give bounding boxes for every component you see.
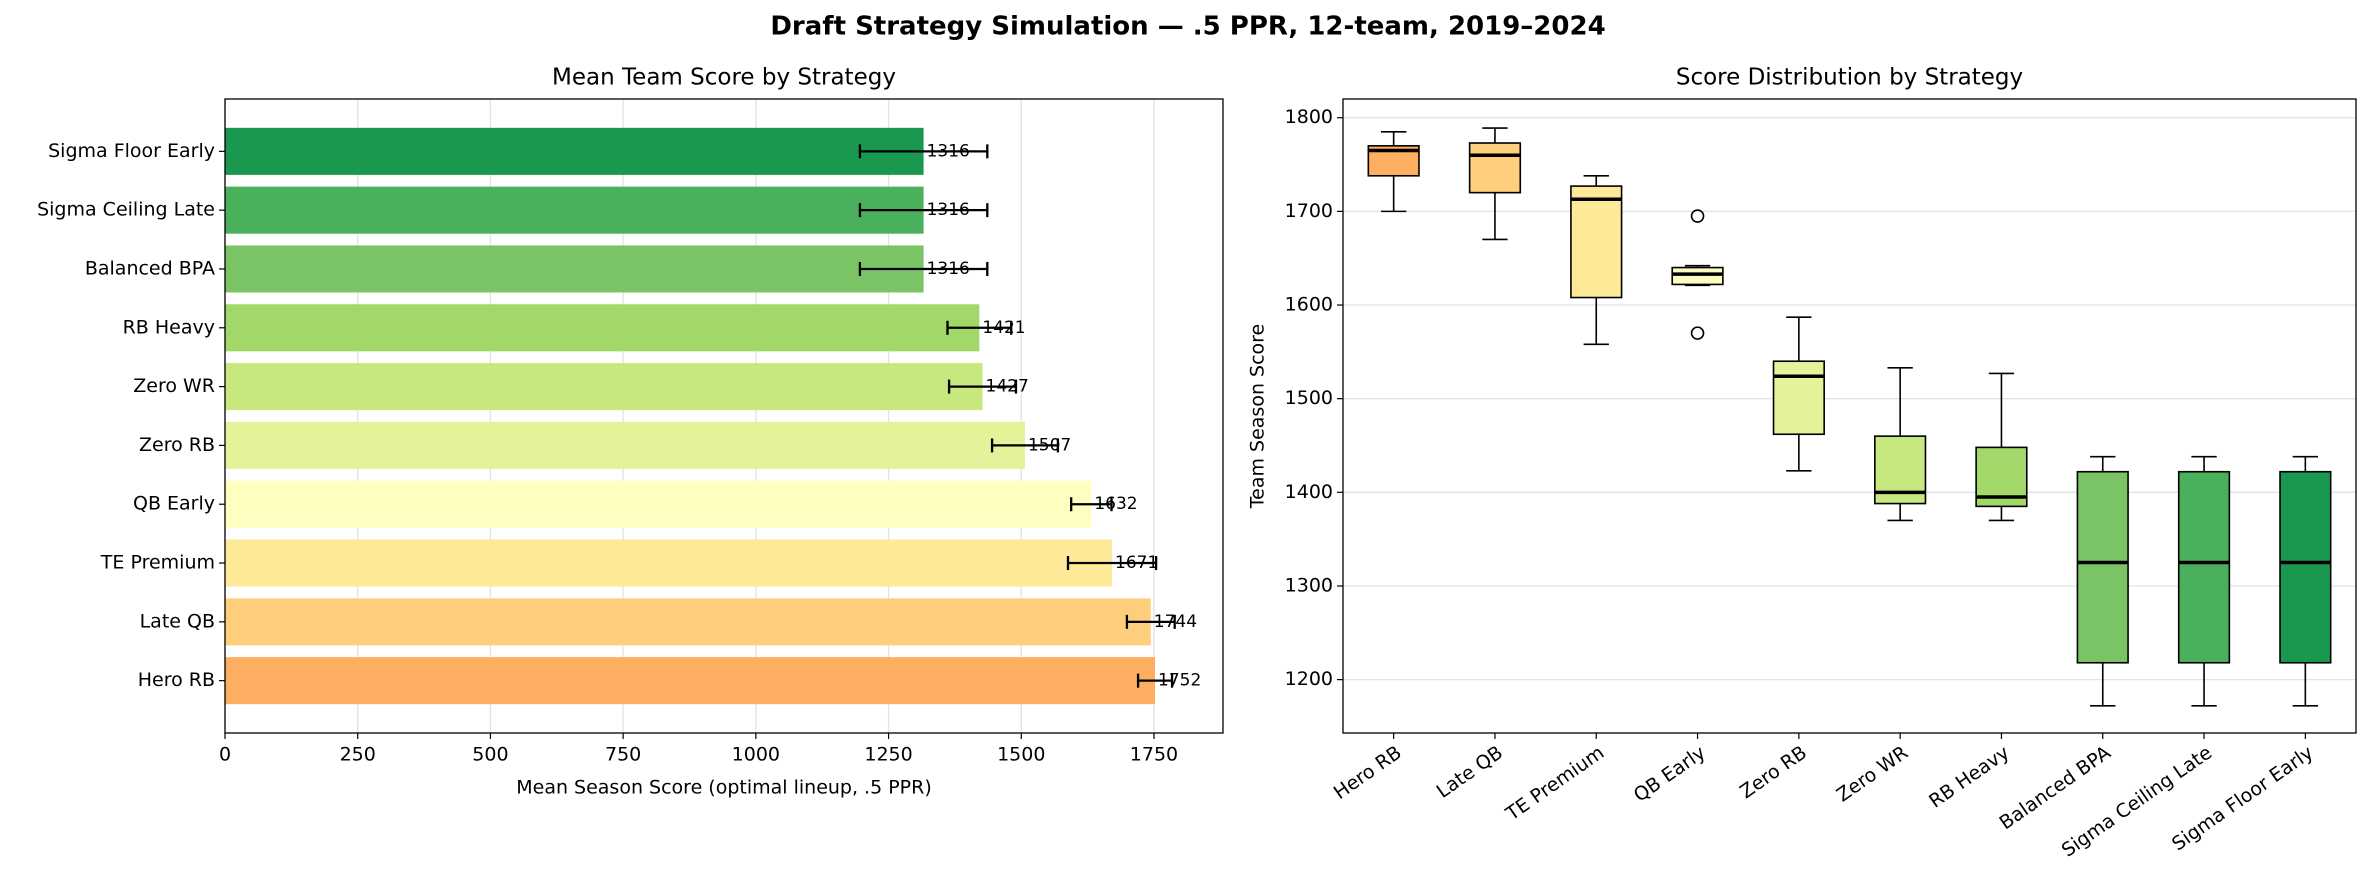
value-label: 1316	[927, 141, 970, 161]
bar	[225, 598, 1151, 646]
y-tick-label: 1200	[1285, 668, 1333, 690]
bar	[225, 480, 1092, 528]
y-tick-label: 1400	[1285, 481, 1333, 503]
box	[2279, 470, 2332, 664]
axes-frame	[224, 98, 1224, 734]
y-tick-label: QB Early	[133, 493, 215, 515]
bar	[225, 539, 1113, 587]
x-tick-label: 250	[340, 744, 376, 766]
value-label: 1421	[982, 318, 1025, 338]
y-tick-label: TE Premium	[100, 552, 215, 574]
value-label: 1744	[1154, 612, 1197, 632]
value-label: 1507	[1028, 435, 1071, 455]
flier	[1690, 209, 1705, 223]
x-tick-label: 1000	[732, 744, 780, 766]
bar	[225, 363, 983, 411]
axes-frame	[1342, 98, 2357, 734]
x-tick-label: 500	[472, 744, 508, 766]
bar	[225, 186, 924, 234]
x-tick-label: Zero RB	[1736, 742, 1811, 804]
y-tick-label: Balanced BPA	[85, 257, 215, 279]
bar	[225, 245, 924, 293]
value-label: 1316	[927, 200, 970, 220]
y-tick-label: 1700	[1285, 200, 1333, 222]
box	[1570, 185, 1623, 299]
y-tick-label: Sigma Ceiling Late	[37, 199, 215, 221]
x-tick-label: Late QB	[1433, 742, 1507, 803]
x-tick-label: QB Early	[1630, 742, 1710, 807]
box	[2076, 470, 2129, 664]
box	[1468, 142, 1522, 194]
x-axis-label: Mean Season Score (optimal lineup, .5 PP…	[516, 777, 932, 799]
value-label: 1427	[986, 377, 1029, 397]
box	[1671, 266, 1724, 286]
x-tick-label: RB Heavy	[1925, 742, 2013, 813]
axes-title: Score Distribution by Strategy	[1676, 65, 2023, 91]
bar	[225, 304, 980, 352]
y-tick-label: 1800	[1285, 106, 1333, 128]
value-label: 1632	[1094, 494, 1137, 514]
value-label: 1752	[1158, 671, 1201, 691]
box	[2177, 470, 2231, 664]
flier	[1690, 326, 1705, 340]
y-axis-label: Team Season Score	[1247, 324, 1269, 509]
x-tick-label: 750	[605, 744, 641, 766]
bar	[225, 127, 924, 175]
x-tick-label: Zero WR	[1833, 742, 1913, 807]
y-tick-label: 1600	[1285, 294, 1333, 316]
value-label: 1671	[1115, 553, 1158, 573]
x-tick-label: 1750	[1130, 744, 1178, 766]
y-tick-label: 1500	[1285, 387, 1333, 409]
x-tick-label: TE Premium	[1501, 742, 1608, 826]
y-tick-label: Zero WR	[133, 375, 215, 397]
y-tick-label: 1300	[1285, 574, 1333, 596]
x-tick-label: 1500	[997, 744, 1045, 766]
x-tick-label: 1250	[864, 744, 912, 766]
figure-title: Draft Strategy Simulation — .5 PPR, 12-t…	[770, 12, 1605, 42]
y-tick-label: Zero RB	[139, 434, 215, 456]
box	[1772, 360, 1825, 436]
y-tick-label: Sigma Floor Early	[48, 140, 215, 162]
value-label: 1316	[927, 259, 970, 279]
y-tick-label: Late QB	[140, 610, 215, 632]
axes-title: Mean Team Score by Strategy	[552, 65, 896, 91]
bar	[225, 657, 1156, 705]
x-tick-label: 0	[219, 744, 231, 766]
x-tick-label: Hero RB	[1330, 742, 1406, 804]
bar	[225, 421, 1025, 469]
y-tick-label: Hero RB	[138, 669, 215, 691]
y-tick-label: RB Heavy	[123, 316, 215, 338]
